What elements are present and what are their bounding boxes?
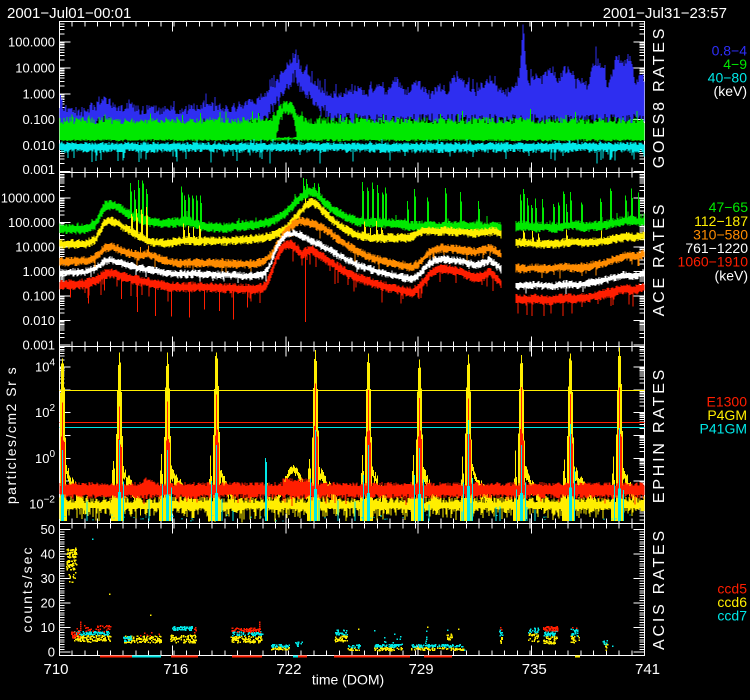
svg-text:ccd7: ccd7 (717, 608, 747, 624)
svg-text:(keV): (keV) (714, 83, 747, 99)
svg-text:1000.000: 1000.000 (1, 191, 55, 206)
svg-text:30: 30 (41, 571, 55, 586)
svg-text:10: 10 (41, 620, 55, 635)
svg-text:ACIS RATES: ACIS RATES (651, 528, 668, 650)
svg-text:10.000: 10.000 (15, 60, 55, 75)
svg-text:40−80: 40−80 (708, 70, 748, 86)
svg-text:0.100: 0.100 (22, 289, 55, 304)
svg-text:0.001: 0.001 (22, 162, 55, 177)
svg-text:100.000: 100.000 (8, 215, 55, 230)
svg-text:100.000: 100.000 (8, 35, 55, 50)
svg-text:ccd6: ccd6 (717, 594, 747, 610)
svg-text:729: 729 (409, 661, 434, 678)
svg-text:0.8−4: 0.8−4 (712, 43, 748, 59)
svg-text:741: 741 (635, 661, 660, 678)
svg-text:EPHIN RATES: EPHIN RATES (651, 367, 668, 503)
svg-text:40: 40 (41, 547, 55, 562)
svg-text:716: 716 (163, 661, 188, 678)
svg-text:GOES8 RATES: GOES8 RATES (651, 26, 668, 169)
svg-text:E1300: E1300 (707, 394, 748, 410)
svg-text:0.010: 0.010 (22, 138, 55, 153)
svg-text:ACE RATES: ACE RATES (651, 202, 668, 317)
svg-text:particles/cm2 Sr s: particles/cm2 Sr s (3, 366, 19, 504)
svg-text:0.010: 0.010 (22, 313, 55, 328)
svg-text:310−580: 310−580 (693, 227, 748, 243)
svg-text:1060−1910: 1060−1910 (678, 254, 749, 270)
svg-text:0.100: 0.100 (22, 112, 55, 127)
svg-text:2001−Jul31−23:57: 2001−Jul31−23:57 (603, 5, 727, 22)
svg-text:4−9: 4−9 (723, 56, 747, 72)
svg-text:ccd5: ccd5 (717, 581, 747, 597)
svg-text:47−65: 47−65 (709, 199, 749, 215)
svg-text:10.000: 10.000 (15, 240, 55, 255)
svg-text:2001−Jul01−00:01: 2001−Jul01−00:01 (7, 5, 131, 22)
svg-text:20: 20 (41, 596, 55, 611)
svg-text:735: 735 (522, 661, 547, 678)
svg-text:710: 710 (43, 661, 68, 678)
svg-text:P41GM: P41GM (700, 421, 747, 437)
svg-text:0: 0 (48, 645, 55, 660)
svg-text:722: 722 (276, 661, 301, 678)
svg-text:(keV): (keV) (715, 268, 748, 284)
svg-text:counts/sec: counts/sec (19, 546, 35, 633)
svg-text:50: 50 (41, 522, 55, 537)
svg-text:0.001: 0.001 (22, 338, 55, 353)
svg-text:112−187: 112−187 (694, 213, 748, 229)
svg-text:761−1220: 761−1220 (685, 240, 748, 256)
svg-text:1.000: 1.000 (22, 86, 55, 101)
svg-text:time (DOM): time (DOM) (312, 672, 384, 688)
svg-text:1.000: 1.000 (22, 264, 55, 279)
svg-text:P4GM: P4GM (707, 407, 747, 423)
